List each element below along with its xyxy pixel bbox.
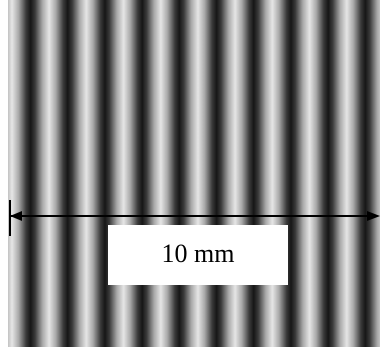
page: 10 mm (() => { const data = JSON.parse(d…: [0, 0, 380, 347]
fringe-image: [8, 0, 380, 347]
scale-label: 10 mm: [162, 239, 235, 268]
figure: 10 mm: [0, 0, 380, 347]
